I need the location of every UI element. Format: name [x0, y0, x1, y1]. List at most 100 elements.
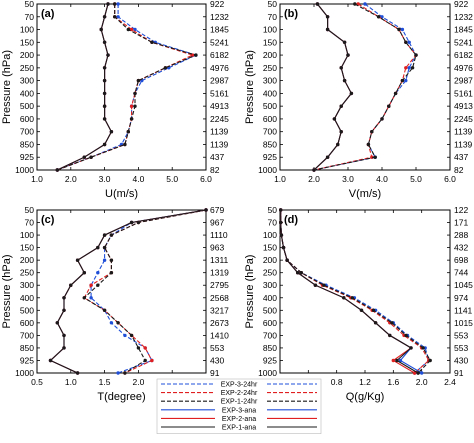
panel-c: 50 679 70 967 100 1110 150 963 200 1311 250 1319 300…	[1, 205, 229, 403]
y-tick-label: 200	[20, 50, 34, 60]
x-tick-label: 4.0	[376, 174, 388, 184]
y-tick-label: 100	[263, 230, 277, 240]
right-count-label: 553	[454, 343, 468, 353]
data-point	[312, 168, 316, 172]
right-count-label: 1311	[210, 255, 229, 265]
data-point	[325, 155, 330, 159]
x-tick-label: 1.6	[387, 377, 399, 387]
right-count-label: 1139	[210, 127, 229, 137]
data-point	[116, 371, 120, 375]
data-point	[420, 371, 424, 375]
data-point	[400, 27, 405, 32]
y-tick-label: 200	[263, 255, 277, 265]
data-point	[376, 15, 381, 19]
panel-label: (d)	[284, 214, 298, 226]
y-tick-label: 150	[263, 37, 277, 47]
right-count-label: 91	[454, 368, 464, 378]
data-point	[109, 321, 114, 325]
data-point	[281, 245, 286, 250]
y-tick-label: 150	[20, 37, 34, 47]
right-count-label: 1410	[210, 330, 229, 340]
legend-label: EXP-1-ana	[222, 425, 256, 432]
series-line-exp-1-ana	[57, 3, 113, 171]
data-point	[106, 53, 110, 57]
right-count-label: 5161	[454, 88, 473, 98]
data-point	[421, 346, 425, 350]
y-tick-label: 925	[263, 152, 277, 162]
x-axis-label: V(m/s)	[349, 188, 381, 200]
y-tick-label: 1000	[15, 368, 34, 378]
data-point	[395, 358, 399, 363]
right-count-label: 1139	[454, 127, 473, 137]
data-point	[75, 258, 80, 262]
data-point	[346, 53, 350, 57]
series-line-exp-3-24hr	[313, 3, 417, 171]
series-line-exp-1-ana	[280, 210, 419, 374]
data-point	[380, 15, 384, 19]
data-point	[55, 321, 59, 325]
right-count-label: 1139	[210, 139, 229, 149]
right-count-label: 1110	[210, 230, 228, 240]
data-point	[163, 66, 168, 70]
y-tick-label: 400	[263, 88, 277, 98]
right-count-label: 963	[210, 243, 224, 253]
y-tick-label: 600	[20, 114, 34, 124]
data-point	[407, 66, 411, 70]
data-point	[102, 66, 107, 70]
y-tick-label: 300	[263, 76, 277, 86]
x-tick-label: 2.0	[416, 377, 428, 387]
y-tick-label: 200	[263, 50, 277, 60]
data-point	[373, 321, 378, 325]
right-count-label: 1845	[210, 25, 229, 35]
data-point	[102, 78, 107, 83]
y-tick-label: 250	[263, 63, 277, 73]
y-tick-label: 70	[25, 12, 35, 22]
data-point	[143, 346, 147, 350]
data-point	[96, 271, 100, 275]
data-point	[342, 296, 346, 300]
right-count-label: 82	[454, 165, 464, 175]
data-point	[332, 117, 337, 121]
data-point	[370, 130, 374, 134]
data-point	[102, 142, 107, 147]
right-count-label: 2245	[454, 114, 473, 124]
x-tick-label: 2.0	[65, 174, 77, 184]
legend-label: EXP-1-24hr	[221, 399, 258, 406]
data-point	[102, 233, 107, 237]
data-point	[102, 245, 107, 250]
data-point	[109, 258, 114, 262]
x-tick-label: 1.0	[31, 174, 43, 184]
y-tick-label: 70	[25, 218, 35, 228]
data-point	[102, 258, 107, 262]
right-count-label: 3217	[210, 305, 229, 315]
series-line-exp-3-ana	[313, 3, 353, 171]
series-line-exp-1-24hr	[57, 4, 198, 171]
right-count-label: 82	[210, 165, 220, 175]
x-tick-label: 6.0	[200, 174, 212, 184]
data-point	[129, 117, 134, 121]
right-count-label: 432	[454, 243, 468, 253]
y-tick-label: 400	[263, 293, 277, 303]
data-point	[296, 271, 300, 275]
x-axis-label: Q(g/Kg)	[346, 391, 385, 403]
data-point	[133, 91, 137, 96]
series-line-exp-3-ana	[280, 210, 422, 374]
series-line-exp-1-ana	[49, 209, 207, 374]
data-point	[404, 333, 408, 338]
right-count-label: 1141	[454, 305, 473, 315]
right-count-label: 1015	[454, 318, 473, 328]
data-point	[102, 40, 107, 44]
data-point	[123, 142, 127, 147]
data-point	[388, 333, 392, 338]
x-tick-label: 3.0	[99, 174, 111, 184]
data-point	[102, 91, 107, 96]
data-point	[96, 283, 100, 287]
data-point	[82, 296, 87, 300]
x-tick-label: 5.0	[166, 174, 178, 184]
data-point	[204, 208, 208, 212]
data-point	[407, 40, 411, 44]
y-tick-label: 600	[263, 318, 277, 328]
data-point	[69, 283, 73, 287]
right-count-label: 2987	[210, 76, 229, 86]
